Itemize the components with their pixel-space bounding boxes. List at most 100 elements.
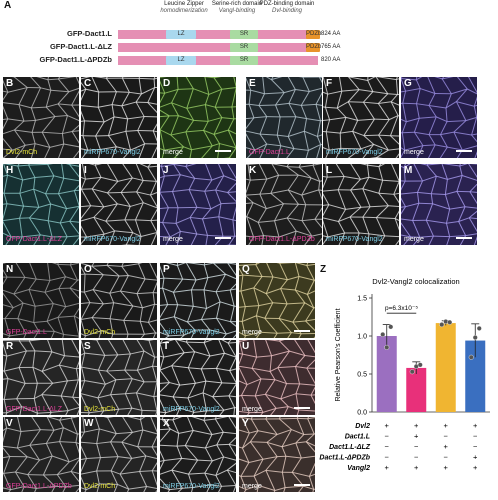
condition-mark: + (473, 421, 478, 430)
cell-membrane-pattern (160, 417, 236, 492)
scale-bar (215, 150, 231, 152)
cell-membrane-pattern (81, 77, 157, 158)
cell-membrane-pattern (160, 77, 236, 158)
bar-2 (406, 367, 427, 412)
condition-mark: − (414, 453, 419, 462)
data-point (439, 322, 445, 328)
cell-membrane-pattern (160, 263, 236, 338)
panel-letter: E (249, 78, 256, 89)
panel-caption: merge (404, 236, 424, 243)
cell-membrane-pattern (3, 77, 79, 158)
panel-caption: miRFP670-Vangl2 (326, 236, 383, 243)
condition-mark: − (385, 442, 390, 451)
construct-size: 765 AA (321, 44, 341, 50)
condition-label: Dact1.L (345, 434, 370, 441)
domain-subtitle: Dvl-binding (271, 8, 302, 14)
cell-membrane-pattern (81, 340, 157, 415)
panel-letter: Q (242, 264, 250, 275)
construct-size: 824 AA (321, 31, 341, 37)
panel-letter: K (249, 165, 257, 176)
panel-caption: GFP-Dact1.L-ΔLZ (6, 236, 63, 243)
panel-caption: merge (163, 149, 183, 156)
panel-letter: U (242, 341, 250, 352)
panel-caption: Dvl2-mCh (84, 483, 116, 490)
domain-header: PDZ-binding domain Dvl-binding (258, 1, 316, 15)
panel-letter: Y (242, 418, 249, 429)
panel-letter: S (84, 341, 91, 352)
domain-header: Leucine Zipper homodimerization (155, 1, 213, 15)
panel-z-label: Z (320, 264, 327, 275)
panel-a-label: A (4, 0, 12, 11)
chart-title: Dvl2-Vangl2 colocalization (372, 277, 459, 286)
cell-membrane-pattern (401, 77, 477, 158)
panel-letter: F (326, 78, 333, 89)
condition-mark: + (414, 421, 419, 430)
construct-name: GFP-Dact1.L-ΔPDZb (39, 55, 112, 64)
condition-mark: + (385, 421, 390, 430)
panel-caption: GFP-Dact1.L (6, 329, 47, 336)
condition-mark: + (444, 421, 449, 430)
bar-3 (435, 323, 456, 412)
condition-mark: + (473, 453, 478, 462)
sr-domain: SR (230, 30, 258, 39)
condition-mark: − (473, 442, 478, 451)
cell-membrane-pattern (246, 164, 322, 245)
data-point (447, 319, 453, 325)
domain-header: Serine-rich domain Vangl-binding (208, 1, 266, 15)
cell-membrane-pattern (81, 164, 157, 245)
panel-letter: M (404, 165, 413, 176)
panel-caption: miRFP670-Vangl2 (84, 236, 141, 243)
panel-letter: G (404, 78, 412, 89)
scale-bar (294, 330, 310, 332)
panel-caption: Dvl2-mCh (84, 329, 116, 336)
cell-membrane-pattern (246, 77, 322, 158)
panel-caption: merge (242, 329, 262, 336)
panel-letter: J (163, 165, 169, 176)
condition-mark: − (414, 442, 419, 451)
panel-caption: GFP-Dact1.L-ΔPDZb (249, 236, 315, 243)
sr-domain: SR (230, 56, 258, 65)
panel-caption: Dvl2-mCh (84, 406, 116, 413)
panel-caption: miRFP670-Vangl2 (163, 406, 220, 413)
image-panel-h: H GFP-Dact1.L-ΔLZ (3, 164, 79, 245)
panel-letter: B (6, 78, 14, 89)
panel-letter: D (163, 78, 171, 89)
image-panel-n: N GFP-Dact1.L (3, 263, 79, 338)
data-point (468, 354, 474, 360)
panel-caption: merge (242, 406, 262, 413)
construct-name: GFP-Dact1.L-ΔLZ (49, 42, 112, 51)
data-point (388, 324, 394, 330)
panel-letter: O (84, 264, 92, 275)
panel-caption: GFP-Dact1.L-ΔPDZb (6, 483, 72, 490)
cell-membrane-pattern (3, 417, 79, 492)
panel-caption: GFP-Dact1.L-ΔLZ (6, 406, 63, 413)
y-axis-label: Relative Pearson's Coefficient (335, 308, 342, 401)
condition-label: Dact1.L-ΔLZ (329, 444, 371, 451)
condition-mark: + (444, 463, 449, 472)
panel-caption: merge (404, 149, 424, 156)
image-panel-s: S Dvl2-mCh (81, 340, 157, 415)
condition-label: Dact1.L-ΔPDZb (319, 455, 370, 462)
pdzb-domain: PDZb (306, 43, 322, 52)
domain-title: Serine-rich domain (211, 1, 263, 7)
lz-domain: LZ (166, 30, 196, 39)
scale-bar (215, 237, 231, 239)
condition-mark: + (385, 463, 390, 472)
domain-title: PDZ-binding domain (259, 1, 315, 7)
condition-mark: − (385, 453, 390, 462)
panel-letter: P (163, 264, 170, 275)
cell-membrane-pattern (401, 164, 477, 245)
data-point (380, 331, 386, 337)
construct-bar: SR PDZb (118, 43, 322, 52)
data-point (443, 319, 449, 325)
lz-domain: LZ (166, 56, 196, 65)
panel-letter: I (84, 165, 87, 176)
